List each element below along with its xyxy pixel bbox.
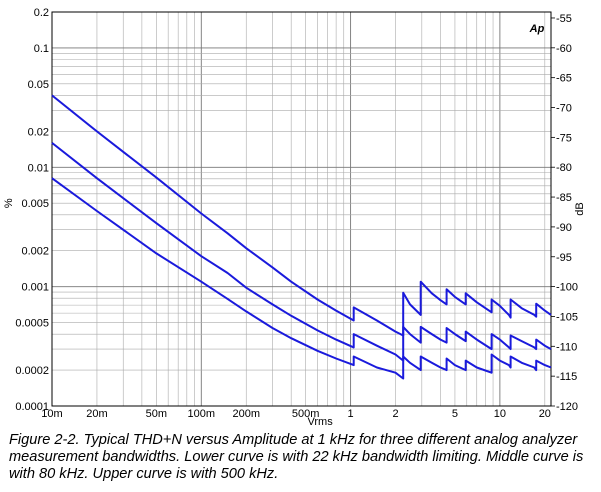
tick-labels: 10m 20m 50m 100m 200m 500m 1 2 5 10 20 0.2 0.1 0.05 0.… [15,7,578,420]
series-line-1 [51,94,552,337]
right-y-tick-label: -80 [556,162,572,174]
figure-caption: Figure 2-2. Typical THD+N versus Amplitu… [9,432,584,482]
right-y-tick-label: -90 [556,222,572,234]
left-y-tick-label: 0.0005 [15,318,49,330]
x-tick-label: 10m [41,408,62,420]
right-y-tick-label: -75 [556,132,572,144]
plot-grid [51,11,551,407]
x-tick-label: 20 [539,408,551,420]
right-y-tick-label: -95 [556,252,572,264]
series-line-3 [51,177,552,380]
x-tick-label: 20m [86,408,107,420]
right-y-tick-label: -105 [556,311,578,323]
right-y-tick-label: -85 [556,192,572,204]
right-y-tick-label: -115 [556,371,577,383]
left-y-axis-label: % [3,198,15,208]
plot-series [51,94,552,380]
left-y-tick-label: 0.002 [21,246,49,258]
x-tick-label: 100m [188,408,216,420]
right-y-tick-label: -60 [556,43,572,55]
left-y-tick-label: 0.005 [21,198,49,210]
right-y-tick-label: -120 [556,401,578,413]
right-y-tick-label: -100 [556,282,578,294]
right-y-tick-label: -110 [556,341,577,353]
right-y-tick-label: -55 [556,13,572,25]
x-tick-label: 200m [232,408,260,420]
left-y-tick-label: 0.001 [21,282,49,294]
left-y-tick-label: 0.0002 [15,365,49,377]
left-y-tick-label: 0.0001 [15,401,49,413]
left-y-tick-label: 0.01 [28,162,49,174]
x-tick-label: 500m [292,408,320,420]
thd-amplitude-chart: 10m 20m 50m 100m 200m 500m 1 2 5 10 20 0.2 0.1 0.05 0.… [3,7,586,425]
right-y-tick-label: -70 [556,103,572,115]
x-tick-label: 50m [146,408,167,420]
series-line-2 [51,142,552,362]
x-axis-label: Vrms [307,416,333,425]
x-tick-label: 5 [452,408,458,420]
right-y-tick-label: -65 [556,73,572,85]
plot-frame [51,11,552,407]
left-y-tick-label: 0.1 [34,43,49,55]
x-tick-label: 10 [494,408,506,420]
ap-logo: Ap [529,23,545,35]
x-tick-label: 1 [348,408,354,420]
left-y-tick-label: 0.2 [34,7,49,19]
left-y-tick-label: 0.05 [28,79,49,91]
right-y-axis-label: dB [574,202,586,215]
left-y-tick-label: 0.02 [28,126,49,138]
x-tick-label: 2 [392,408,398,420]
